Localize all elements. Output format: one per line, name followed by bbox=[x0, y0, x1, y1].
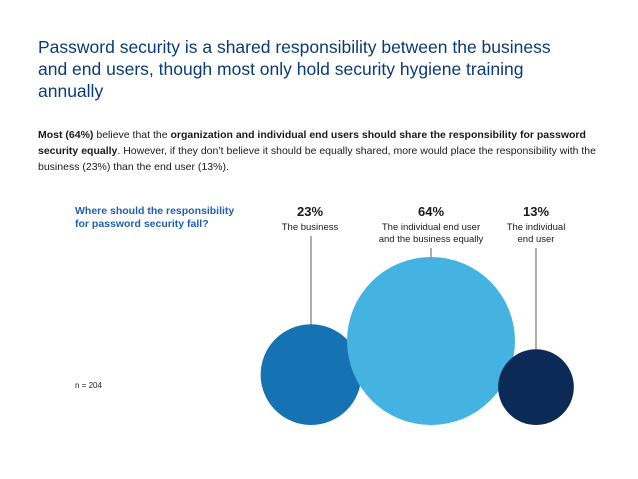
description: Most (64%) believe that the organization… bbox=[38, 127, 608, 175]
value-label-the-individual-end-user-and-the-business-equally: 64% bbox=[418, 204, 444, 219]
category-label-the-business-line-1: The business bbox=[282, 222, 339, 233]
category-label-the-individual-end-user-line-1: The individual bbox=[507, 222, 566, 233]
value-label-the-individual-end-user: 13% bbox=[523, 204, 549, 219]
category-label-the-individual-end-user-line-2: end user bbox=[518, 234, 555, 245]
desc-text-2: . However, if they don’t believe it shou… bbox=[38, 145, 596, 173]
bubble-the-individual-end-user bbox=[498, 349, 574, 426]
bubble-the-business bbox=[260, 324, 362, 425]
bubble-the-individual-end-user-and-the-business-equally bbox=[347, 257, 515, 425]
category-label-the-individual-end-user-and-the-business-equally-line-1: The individual end user bbox=[382, 222, 480, 233]
desc-text-1: believe that the bbox=[93, 129, 171, 141]
sample-size-note: n = 204 bbox=[75, 381, 102, 390]
desc-bold-1: Most (64%) bbox=[38, 129, 94, 141]
page-title: Password security is a shared responsibi… bbox=[38, 37, 551, 101]
desc-bold-2: organization and individual end users sh… bbox=[38, 129, 586, 157]
category-label-the-individual-end-user-and-the-business-equally-line-2: and the business equally bbox=[379, 234, 484, 245]
chart-question: Where should the responsibility for pass… bbox=[75, 205, 235, 230]
value-label-the-business: 23% bbox=[297, 204, 323, 219]
